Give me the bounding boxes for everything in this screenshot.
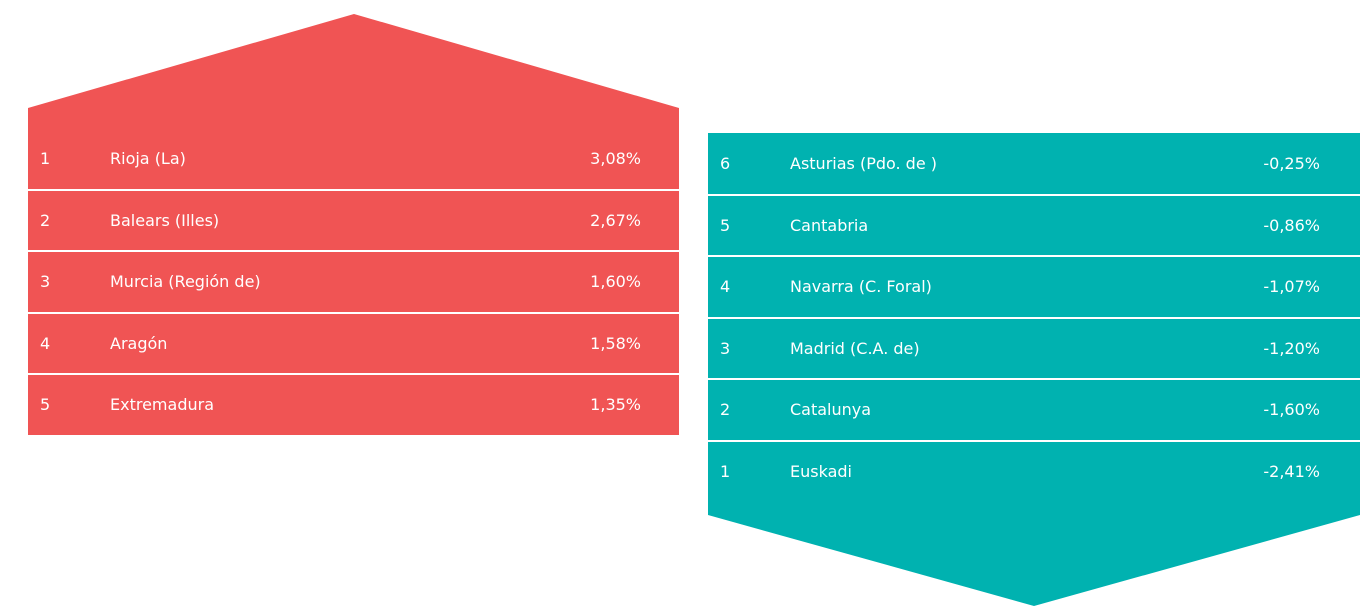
- table-row: 6 Asturias (Pdo. de ) -0,25%: [708, 133, 1360, 195]
- value: 2,67%: [590, 210, 641, 230]
- value: 1,58%: [590, 333, 641, 353]
- rank: 2: [720, 400, 731, 420]
- region-name: Euskadi: [790, 461, 852, 481]
- row-separator: [708, 316, 1360, 319]
- value: -0,86%: [1263, 215, 1320, 235]
- rank: 5: [720, 215, 731, 235]
- value: 3,08%: [590, 149, 641, 169]
- value: -2,41%: [1263, 461, 1320, 481]
- up-arrow-panel: [28, 14, 679, 435]
- region-name: Murcia (Región de): [110, 272, 261, 292]
- region-name: Asturias (Pdo. de ): [790, 154, 937, 174]
- value: -1,60%: [1263, 400, 1320, 420]
- region-name: Catalunya: [790, 400, 872, 420]
- rank: 4: [40, 333, 51, 353]
- table-row: 3 Madrid (C.A. de) -1,20%: [708, 318, 1360, 380]
- row-separator: [708, 193, 1360, 196]
- table-row: 5 Extremadura 1,35%: [28, 374, 679, 436]
- rank: 3: [40, 272, 51, 292]
- table-row: 4 Aragón 1,58%: [28, 313, 679, 375]
- row-separator: [708, 378, 1360, 380]
- rank: 1: [720, 461, 731, 481]
- rank: 3: [720, 338, 731, 358]
- table-row: 1 Euskadi -2,41%: [708, 441, 1360, 503]
- table-row: 2 Balears (Illes) 2,67%: [28, 190, 679, 252]
- region-name: Navarra (C. Foral): [790, 277, 932, 297]
- value: 1,35%: [590, 395, 641, 415]
- value: -0,25%: [1263, 154, 1320, 174]
- row-separator: [708, 439, 1360, 442]
- rank: 4: [720, 277, 731, 297]
- region-name: Balears (Illes): [110, 210, 220, 230]
- region-name: Extremadura: [110, 395, 214, 415]
- table-row: 1 Rioja (La) 3,08%: [28, 128, 679, 190]
- region-name: Aragón: [110, 333, 168, 353]
- region-name: Rioja (La): [110, 149, 186, 169]
- table-row: 4 Navarra (C. Foral) -1,07%: [708, 256, 1360, 318]
- row-separator: [28, 188, 679, 191]
- row-separator: [28, 250, 679, 252]
- rank: 2: [40, 210, 51, 230]
- rank: 5: [40, 395, 51, 415]
- region-name: Madrid (C.A. de): [790, 338, 920, 358]
- row-separator: [28, 311, 679, 314]
- table-row: 5 Cantabria -0,86%: [708, 195, 1360, 257]
- row-separator: [708, 255, 1360, 257]
- rank: 6: [720, 154, 731, 174]
- value: -1,07%: [1263, 277, 1320, 297]
- row-separator: [28, 373, 679, 375]
- table-row: 2 Catalunya -1,60%: [708, 379, 1360, 441]
- rank: 1: [40, 149, 51, 169]
- table-row: 3 Murcia (Región de) 1,60%: [28, 251, 679, 313]
- region-name: Cantabria: [790, 215, 869, 235]
- down-arrow-panel: [708, 133, 1360, 606]
- value: 1,60%: [590, 272, 641, 292]
- value: -1,20%: [1263, 338, 1320, 358]
